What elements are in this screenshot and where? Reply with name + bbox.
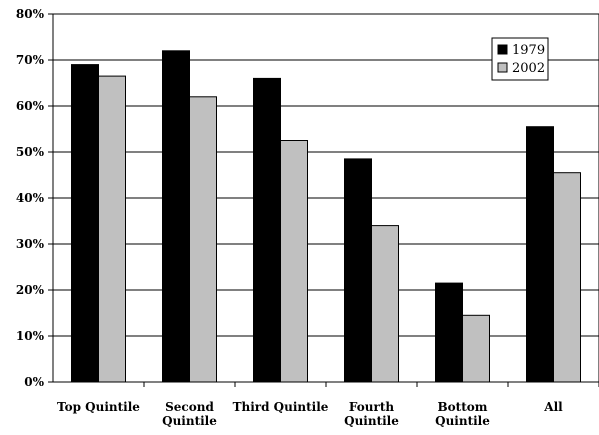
bar-1979-1 <box>162 50 190 383</box>
x-category-label: Fourth Quintile <box>344 400 399 428</box>
y-tick-label: 80% <box>16 7 45 21</box>
bar-2002-1 <box>189 96 217 383</box>
bar-1979-5 <box>526 126 554 383</box>
bars <box>71 50 581 383</box>
y-axis-ticks: 0% 10% 20% 30% 40% 50% 60% 70% 80% <box>16 7 53 389</box>
bar-1979-4 <box>435 282 463 383</box>
y-tick-label: 30% <box>16 237 45 251</box>
bar-2002-0 <box>98 75 126 383</box>
bar-1979-2 <box>253 77 281 383</box>
bar-2002-4 <box>462 314 490 383</box>
bar-2002-3 <box>371 225 399 383</box>
legend: 1979 2002 <box>491 37 549 81</box>
legend-swatch-1979 <box>497 44 508 55</box>
y-tick-label: 20% <box>16 283 45 297</box>
legend-label-2002: 2002 <box>512 61 545 76</box>
y-tick-label: 60% <box>16 99 45 113</box>
legend-label-1979: 1979 <box>512 43 545 58</box>
x-category-label: Second Quintile <box>162 400 217 428</box>
y-tick-label: 70% <box>16 53 45 67</box>
bar-2002-2 <box>280 140 308 383</box>
gridlines <box>53 59 599 337</box>
y-tick-label: 0% <box>24 375 44 389</box>
bar-2002-5 <box>553 172 581 383</box>
legend-swatch-2002 <box>497 62 508 73</box>
y-tick-label: 40% <box>16 191 45 205</box>
x-category-label: Top Quintile <box>57 400 140 414</box>
x-axis-labels: Top Quintile Second Quintile Third Quintile… <box>57 400 563 428</box>
bar-1979-3 <box>344 158 372 383</box>
x-category-label: Third Quintile <box>233 400 329 414</box>
bar-1979-0 <box>71 64 99 383</box>
x-category-label: Bottom Quintile <box>435 400 490 428</box>
x-category-label: All <box>543 400 563 414</box>
y-tick-label: 50% <box>16 145 45 159</box>
y-tick-label: 10% <box>16 329 45 343</box>
